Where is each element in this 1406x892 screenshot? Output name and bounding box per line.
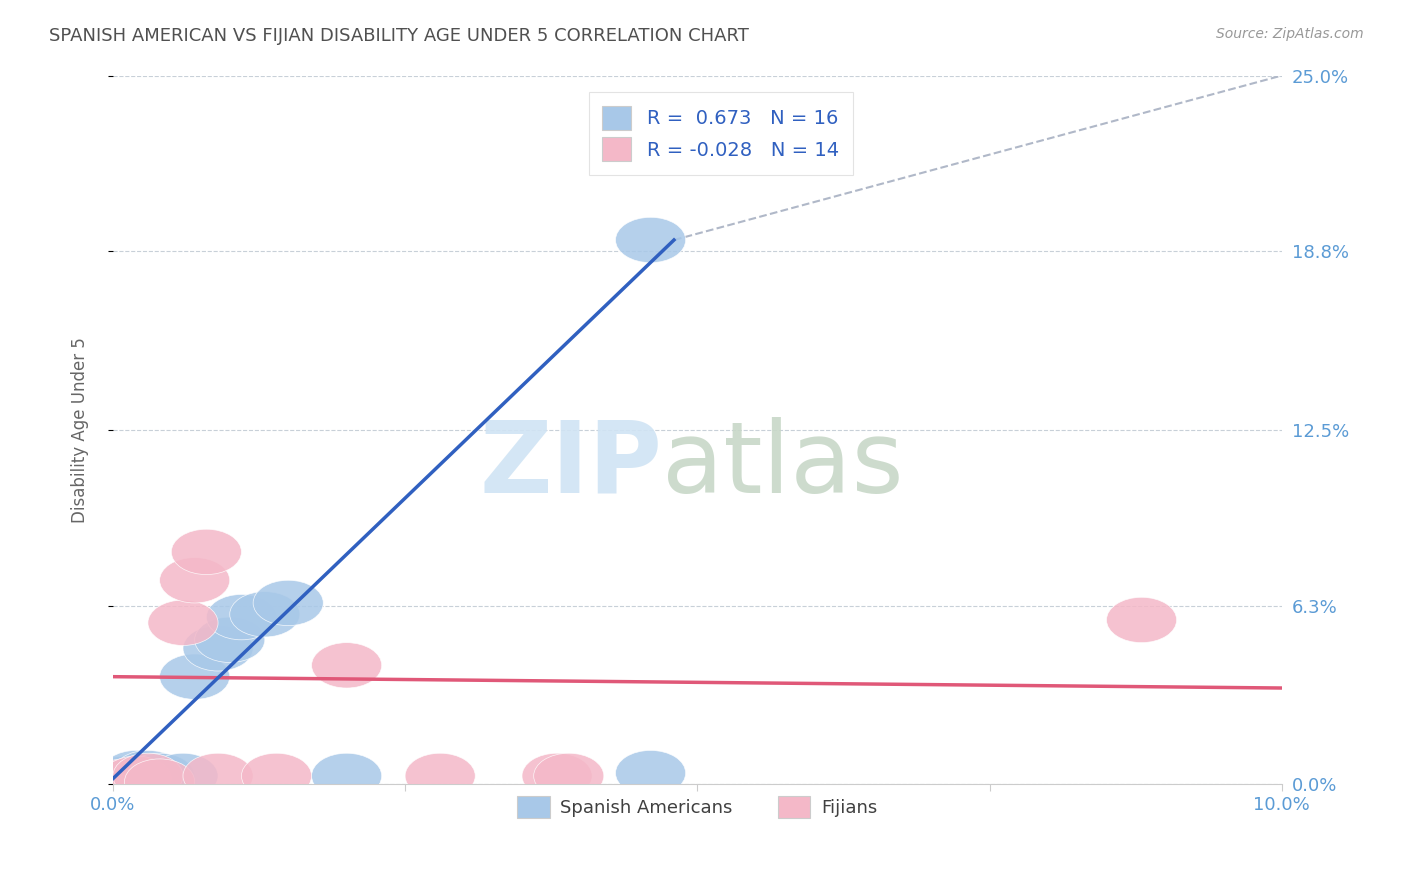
Text: ZIP: ZIP (479, 417, 662, 514)
Ellipse shape (148, 753, 218, 798)
Ellipse shape (125, 759, 194, 805)
Ellipse shape (112, 750, 183, 796)
Ellipse shape (160, 558, 229, 603)
Ellipse shape (101, 750, 172, 796)
Ellipse shape (101, 756, 172, 801)
Ellipse shape (183, 625, 253, 671)
Ellipse shape (312, 753, 381, 798)
Text: Source: ZipAtlas.com: Source: ZipAtlas.com (1216, 27, 1364, 41)
Ellipse shape (83, 759, 153, 805)
Ellipse shape (207, 594, 277, 640)
Ellipse shape (148, 600, 218, 646)
Text: atlas: atlas (662, 417, 904, 514)
Ellipse shape (194, 617, 264, 663)
Ellipse shape (242, 753, 312, 798)
Ellipse shape (229, 591, 299, 637)
Ellipse shape (172, 529, 242, 574)
Ellipse shape (112, 753, 183, 798)
Ellipse shape (183, 753, 253, 798)
Ellipse shape (616, 750, 686, 796)
Ellipse shape (101, 756, 172, 801)
Ellipse shape (90, 759, 160, 805)
Legend: Spanish Americans, Fijians: Spanish Americans, Fijians (510, 789, 884, 825)
Ellipse shape (253, 581, 323, 625)
Text: SPANISH AMERICAN VS FIJIAN DISABILITY AGE UNDER 5 CORRELATION CHART: SPANISH AMERICAN VS FIJIAN DISABILITY AG… (49, 27, 749, 45)
Ellipse shape (90, 756, 160, 801)
Ellipse shape (1107, 598, 1177, 642)
Ellipse shape (534, 753, 603, 798)
Ellipse shape (312, 642, 381, 688)
Ellipse shape (405, 753, 475, 798)
Ellipse shape (125, 753, 194, 798)
Ellipse shape (160, 654, 229, 699)
Ellipse shape (522, 753, 592, 798)
Ellipse shape (616, 218, 686, 262)
Y-axis label: Disability Age Under 5: Disability Age Under 5 (72, 337, 89, 523)
